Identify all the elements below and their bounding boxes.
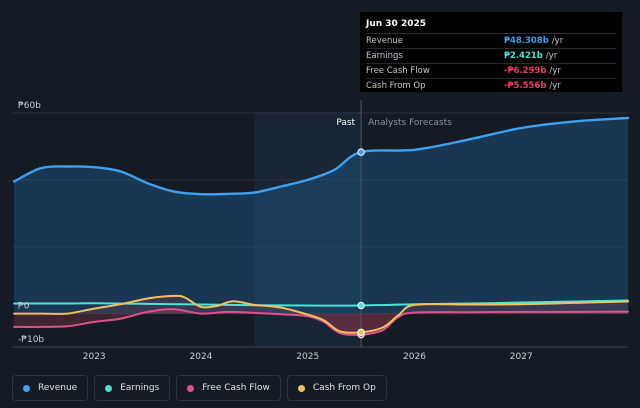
- legend-label: Revenue: [38, 383, 78, 393]
- cash-from-op-marker: [357, 328, 365, 336]
- tooltip-date: Jun 30 2025: [366, 17, 616, 34]
- tooltip-row-value: -₱6.299b: [504, 66, 547, 76]
- series-lines: [12, 116, 630, 336]
- x-tick-label: 2025: [296, 352, 319, 362]
- tooltip-panel: Jun 30 2025 Revenue ₱48.308b /yr Earning…: [360, 12, 622, 92]
- tooltip-row-unit: /yr: [549, 66, 561, 76]
- past-shade-region: [254, 112, 362, 347]
- y-tick-label: -₱10b: [18, 335, 44, 345]
- tooltip-row-unit: /yr: [549, 81, 561, 91]
- tooltip-row-label: Earnings: [366, 51, 403, 61]
- legend-dot-icon: [187, 384, 195, 392]
- tooltip-row-value: ₱48.308b: [504, 36, 549, 46]
- revenue-area: [14, 118, 629, 314]
- earnings-line: [13, 299, 629, 307]
- legend-item-free-cash-flow[interactable]: Free Cash Flow: [176, 375, 281, 401]
- x-tick-label: 2027: [510, 352, 533, 362]
- chart-legend: Revenue Earnings Free Cash Flow Cash Fro…: [12, 375, 387, 401]
- x-tick-label: 2023: [83, 352, 106, 362]
- legend-dot-icon: [297, 384, 305, 392]
- tooltip-row-free-cash-flow: Free Cash Flow -₱6.299b /yr: [366, 64, 616, 79]
- legend-item-revenue[interactable]: Revenue: [12, 375, 89, 401]
- grid-lines: [12, 112, 628, 348]
- tooltip-markers: [357, 148, 365, 339]
- tooltip-row-value: ₱2.421b: [504, 51, 543, 61]
- tooltip-row-unit: /yr: [545, 51, 558, 61]
- tooltip-row-label: Cash From Op: [366, 81, 426, 91]
- legend-label: Earnings: [120, 383, 160, 393]
- earnings-marker: [357, 301, 365, 310]
- past-label: Past: [336, 118, 355, 128]
- tooltip-row-earnings: Earnings ₱2.421b /yr: [366, 49, 616, 64]
- legend-dot-icon: [23, 384, 30, 392]
- x-tick-label: 2024: [190, 352, 213, 362]
- legend-label: Cash From Op: [312, 383, 376, 393]
- legend-dot-icon: [105, 384, 113, 392]
- x-tick-label: 2026: [403, 352, 426, 362]
- forecast-label: Analysts Forecasts: [368, 118, 452, 128]
- axis-labels: ₱60b ₱0 -₱10b 2023 2024 2025 2026 2027: [18, 101, 533, 362]
- tooltip-row-unit: /yr: [551, 36, 564, 46]
- legend-item-cash-from-op[interactable]: Cash From Op: [286, 375, 387, 401]
- y-tick-label: ₱0: [18, 302, 30, 312]
- tooltip-row-label: Free Cash Flow: [366, 66, 430, 76]
- legend-label: Free Cash Flow: [202, 383, 270, 393]
- legend-item-earnings[interactable]: Earnings: [94, 375, 171, 401]
- y-tick-label: ₱60b: [18, 101, 41, 111]
- tooltip-row-revenue: Revenue ₱48.308b /yr: [366, 34, 616, 49]
- free-cash-flow-line: [13, 308, 629, 336]
- tooltip-row-label: Revenue: [366, 36, 404, 46]
- cash-from-op-line: [13, 294, 629, 334]
- revenue-marker: [357, 148, 365, 156]
- tooltip-row-value: -₱5.556b: [504, 81, 547, 91]
- revenue-line: [12, 116, 630, 196]
- free-cash-flow-area: [14, 309, 629, 335]
- tooltip-row-cash-from-op: Cash From Op -₱5.556b /yr: [366, 79, 616, 93]
